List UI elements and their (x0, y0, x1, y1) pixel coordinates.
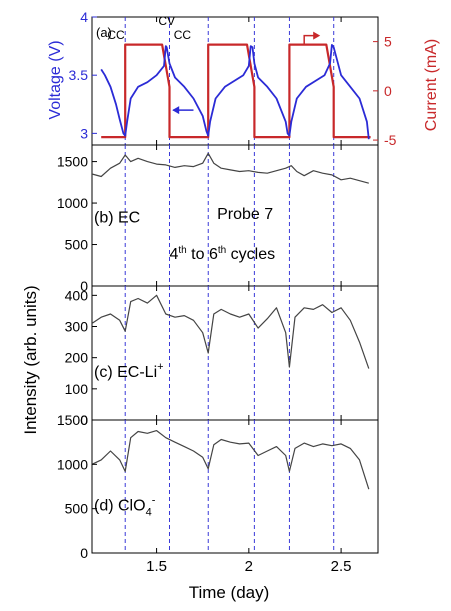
panel-d-species-superscript: - (152, 494, 156, 506)
panel-c-y-axis-tick-label-0: 0 (80, 412, 88, 428)
current-arrow-head (313, 31, 321, 40)
panel-a-label: (a) (96, 25, 112, 40)
panel-b-y-axis-tick-label-2: 1000 (57, 195, 88, 211)
panel-d-label-text: (d) ClO4- (94, 494, 156, 518)
cycles-annotation-part: th (178, 245, 186, 256)
panel-d-label: (d) (94, 497, 118, 514)
cycles-annotation-part: cycles (226, 246, 275, 263)
panel-d-intensity-line (91, 430, 370, 490)
cycles-annotation-part: 4 (169, 246, 178, 263)
panel-b-label: (b) (94, 210, 118, 227)
voltage-axis-tick-label-0: 3 (80, 125, 88, 141)
panel-b-label-text: (b) EC (94, 210, 140, 227)
cc-discharge-annotation: CC (174, 28, 192, 42)
x-tick-label: 2.5 (331, 558, 352, 575)
current-axis-tick-label-1: 0 (384, 83, 392, 99)
panel-b-y-axis-tick-label-3: 1500 (57, 154, 88, 170)
current-axis-title: Current (mA) (423, 39, 440, 131)
cycles-annotation-part: th (218, 245, 226, 256)
panel-c-y-axis-tick-label-1: 100 (65, 381, 89, 397)
panel-d-y-axis-tick-label-2: 1000 (57, 456, 88, 472)
panel-c-intensity-line (91, 294, 370, 369)
voltage-series-line (100, 44, 370, 140)
panel-b-species: EC (118, 210, 140, 227)
panel-c-species-superscript: + (157, 361, 163, 373)
voltage-axis-title: Voltage (V) (47, 40, 64, 119)
cycles-annotation-part: to 6 (187, 246, 218, 263)
cc-charge-annotation: CC (107, 28, 125, 42)
panel-d-y-axis-tick-label-3: 1500 (57, 412, 88, 428)
current-series-line (101, 43, 371, 139)
panel-c-frame (91, 285, 379, 421)
panel-c-y-axis-tick-label-4: 400 (65, 287, 89, 303)
panel-d-species-subscript: 4 (146, 506, 152, 518)
cv-annotation: CV (158, 14, 175, 28)
panel-b-y-axis-tick-label-0: 0 (80, 278, 88, 294)
cycles-annotation: 4th to 6th cycles (169, 245, 275, 263)
panel-d-y-axis-tick-label-0: 0 (80, 545, 88, 561)
x-axis-title: Time (day) (189, 583, 270, 602)
panel-c-label: (c) (94, 364, 117, 381)
panel-d-frame (91, 419, 379, 554)
voltage-axis-tick-label-1: 3.5 (69, 67, 89, 83)
voltage-arrow-head (172, 106, 180, 115)
panel-b-intensity-line (91, 152, 369, 184)
panel-c-y-axis-tick-label-2: 200 (65, 350, 89, 366)
x-tick-label: 1.5 (146, 558, 167, 575)
probe-annotation: Probe 7 (217, 206, 273, 223)
panel-c-label-text: (c) EC-Li+ (94, 361, 164, 381)
panel-c-species: EC-Li (117, 364, 157, 381)
panel-d-species: ClO (118, 497, 146, 514)
voltage-axis-tick-label-2: 4 (80, 9, 88, 25)
current-arrow-shaft (303, 34, 317, 44)
panel-c-y-axis-tick-label-3: 300 (65, 319, 89, 335)
y-axis-title: Intensity (arb. units) (21, 285, 40, 434)
current-axis-tick-label-2: 5 (384, 34, 392, 50)
panel-b-y-axis-tick-label-1: 500 (65, 237, 89, 253)
x-tick-label: 2 (245, 558, 253, 575)
current-axis-tick-label-0: -5 (384, 132, 397, 148)
panel-d-y-axis-tick-label-1: 500 (65, 501, 89, 517)
